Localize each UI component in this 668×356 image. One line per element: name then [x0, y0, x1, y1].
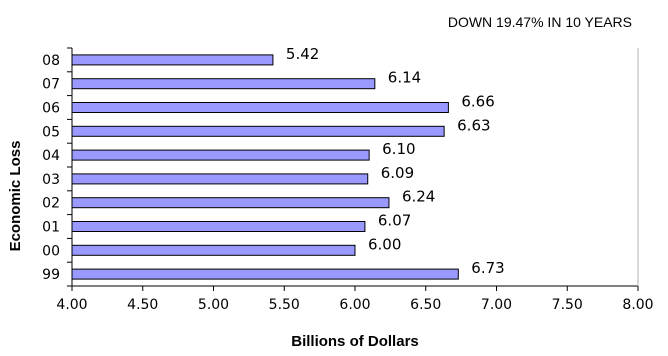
x-tick-label: 5.00 [198, 297, 229, 313]
data-label: 6.00 [368, 235, 401, 253]
data-label: 6.63 [457, 116, 490, 134]
data-label: 6.07 [378, 212, 411, 230]
y-tick-label: 02 [42, 196, 60, 212]
data-label: 6.09 [381, 164, 414, 182]
bar [71, 102, 449, 113]
plot-area: 4.00 4.50 5.00 5.50 6.00 6.50 7.00 7.50 8.00 08 5.… [42, 45, 653, 313]
y-tick-label: 05 [42, 124, 60, 140]
y-tick-label: 06 [42, 101, 60, 117]
bar [71, 173, 369, 185]
data-label: 6.14 [388, 69, 421, 87]
x-tick-label: 7.50 [552, 297, 583, 313]
x-tick-label: 4.50 [127, 297, 158, 313]
y-tick-label: 08 [42, 53, 60, 69]
data-label: 5.42 [286, 45, 319, 63]
data-label: 6.66 [461, 93, 494, 111]
bar [71, 125, 445, 137]
data-label: 6.10 [382, 140, 415, 158]
bar [71, 221, 366, 232]
y-tick-label: 99 [42, 267, 60, 283]
data-label: 6.24 [402, 188, 435, 206]
x-tick-label: 6.00 [339, 297, 370, 313]
bar [71, 78, 376, 90]
y-tick-label: 01 [42, 220, 60, 236]
bar [71, 197, 390, 209]
bar [71, 54, 274, 66]
bar [71, 268, 459, 280]
bar [71, 244, 356, 256]
y-tick-label: 04 [42, 148, 60, 164]
x-tick-label: 8.00 [622, 297, 653, 313]
y-tick-label: 07 [42, 77, 60, 93]
y-tick-label: 00 [42, 243, 60, 259]
chart-annotation: DOWN 19.47% IN 10 YEARS [448, 14, 632, 30]
y-axis-title: Economic Loss [7, 141, 24, 252]
data-label: 6.73 [471, 259, 504, 277]
x-tick-label: 7.00 [481, 297, 512, 313]
y-tick-label: 03 [42, 172, 60, 188]
x-axis-title: Billions of Dollars [291, 333, 419, 350]
x-tick-label: 5.50 [269, 297, 300, 313]
x-tick-label: 6.50 [410, 297, 441, 313]
bar [71, 149, 370, 161]
x-tick-label: 4.00 [56, 297, 87, 313]
